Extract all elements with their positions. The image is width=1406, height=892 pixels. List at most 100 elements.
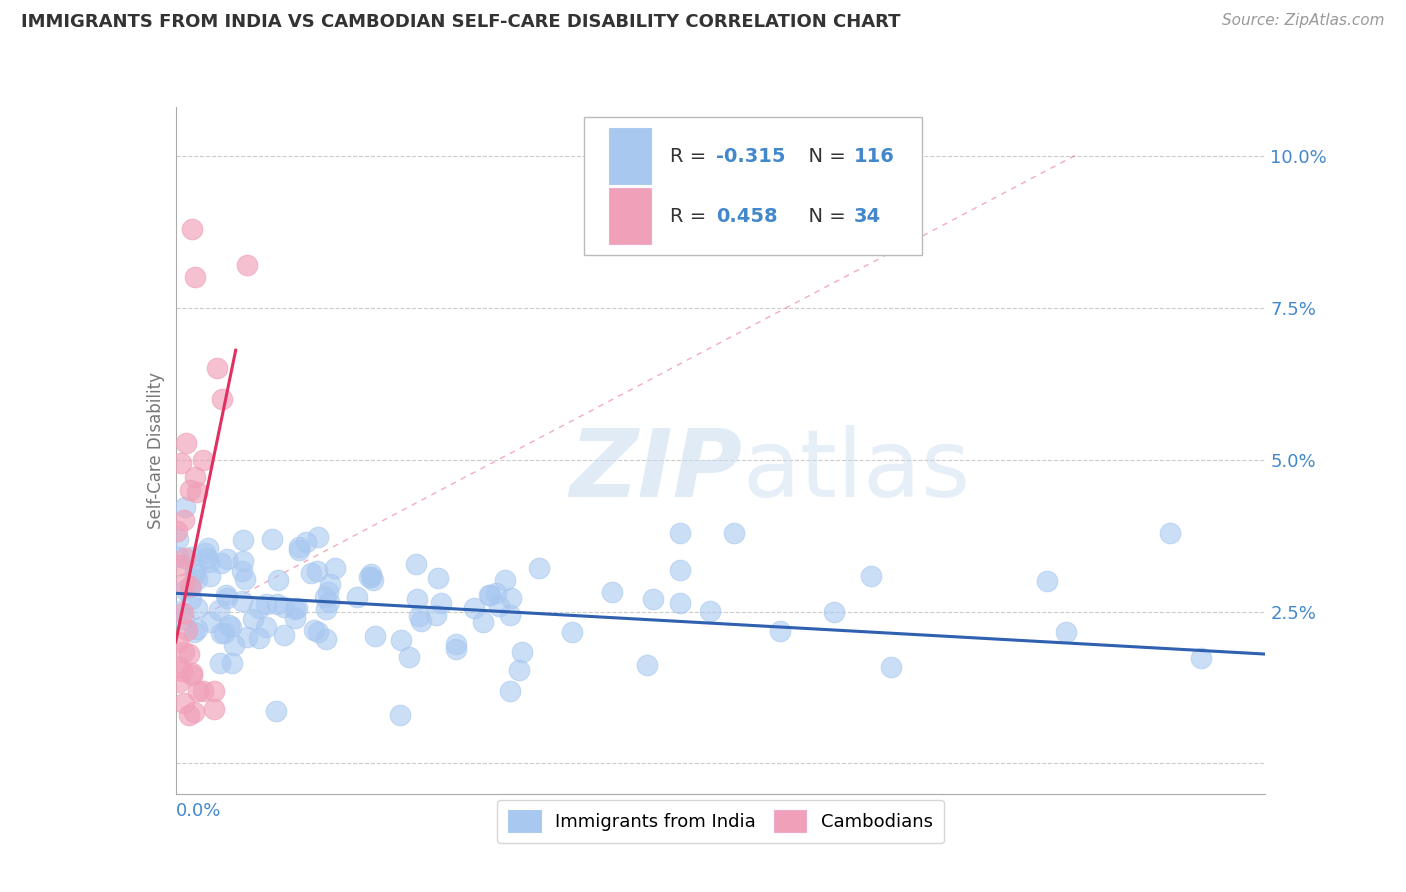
Point xyxy=(186,600,208,615)
Point xyxy=(181,221,204,235)
Point xyxy=(208,603,231,617)
Point xyxy=(285,601,308,615)
Point xyxy=(235,258,257,272)
Point xyxy=(510,645,533,659)
Point xyxy=(200,615,222,629)
Point xyxy=(167,635,190,649)
Point xyxy=(405,558,427,572)
Legend: Immigrants from India, Cambodians: Immigrants from India, Cambodians xyxy=(498,799,943,843)
Point xyxy=(1159,525,1181,540)
Point xyxy=(302,624,325,638)
Point xyxy=(389,632,412,647)
Point xyxy=(180,667,202,681)
Text: 0.0%: 0.0% xyxy=(176,802,221,820)
Point xyxy=(179,483,201,498)
Point xyxy=(315,632,337,646)
Point xyxy=(173,696,195,710)
Point xyxy=(186,622,208,636)
Point xyxy=(184,270,207,285)
Point xyxy=(209,556,232,570)
Point xyxy=(388,707,411,722)
Point xyxy=(173,513,195,527)
Point xyxy=(166,524,188,538)
Point xyxy=(501,591,523,605)
Point xyxy=(254,597,277,611)
Point xyxy=(173,645,195,659)
Point xyxy=(173,550,195,565)
Point xyxy=(180,581,202,595)
Point xyxy=(699,604,721,618)
Point xyxy=(408,609,430,624)
Point xyxy=(211,392,233,406)
Point xyxy=(284,610,307,624)
Point xyxy=(494,573,516,587)
Point xyxy=(314,590,336,604)
Point xyxy=(361,573,384,587)
Point xyxy=(294,535,316,549)
Point xyxy=(169,558,191,573)
Point xyxy=(364,629,387,643)
Text: Source: ZipAtlas.com: Source: ZipAtlas.com xyxy=(1222,13,1385,29)
Point xyxy=(232,554,254,568)
Text: atlas: atlas xyxy=(742,425,970,517)
Point xyxy=(488,599,510,613)
Point xyxy=(315,601,337,615)
Point xyxy=(180,550,202,565)
Point xyxy=(426,571,449,585)
Point xyxy=(260,532,283,546)
Point xyxy=(231,594,253,608)
Point xyxy=(231,564,253,578)
Point xyxy=(186,683,209,698)
Point xyxy=(197,541,219,555)
Point xyxy=(173,577,195,591)
Point xyxy=(198,555,221,569)
Point xyxy=(194,545,217,559)
Point xyxy=(205,361,228,376)
Point xyxy=(478,588,501,602)
Point xyxy=(221,656,243,670)
Point xyxy=(318,595,340,609)
Bar xyxy=(609,128,651,184)
Point xyxy=(307,625,329,640)
Point xyxy=(266,704,288,718)
Point xyxy=(823,605,845,619)
Point xyxy=(499,608,522,623)
Point xyxy=(463,601,485,615)
Point xyxy=(398,650,420,665)
Point xyxy=(769,624,792,639)
Point xyxy=(266,597,288,611)
Point xyxy=(411,615,433,629)
Point xyxy=(529,561,551,575)
Point xyxy=(191,683,214,698)
Point xyxy=(242,612,264,626)
Point xyxy=(346,590,368,604)
Point xyxy=(172,606,194,620)
Point xyxy=(247,600,270,615)
Point xyxy=(215,591,238,606)
Point xyxy=(174,500,197,515)
Text: N =: N = xyxy=(796,207,852,226)
Point xyxy=(254,620,277,634)
Point xyxy=(299,566,322,580)
Point xyxy=(180,591,202,606)
Point xyxy=(267,573,290,587)
Point xyxy=(170,456,193,470)
Point xyxy=(224,638,246,652)
Point xyxy=(360,569,382,583)
Point xyxy=(173,583,195,598)
Point xyxy=(209,626,232,640)
Point xyxy=(444,637,467,651)
Point xyxy=(879,660,901,674)
Point xyxy=(198,569,221,583)
Point xyxy=(167,660,190,674)
Point xyxy=(233,572,256,586)
Point xyxy=(167,550,190,565)
Point xyxy=(219,620,242,634)
Point xyxy=(288,540,311,554)
Point xyxy=(444,641,467,656)
Point xyxy=(212,626,235,640)
Point xyxy=(643,591,665,606)
Text: 34: 34 xyxy=(853,207,880,226)
Point xyxy=(636,657,658,672)
Point xyxy=(668,525,690,540)
